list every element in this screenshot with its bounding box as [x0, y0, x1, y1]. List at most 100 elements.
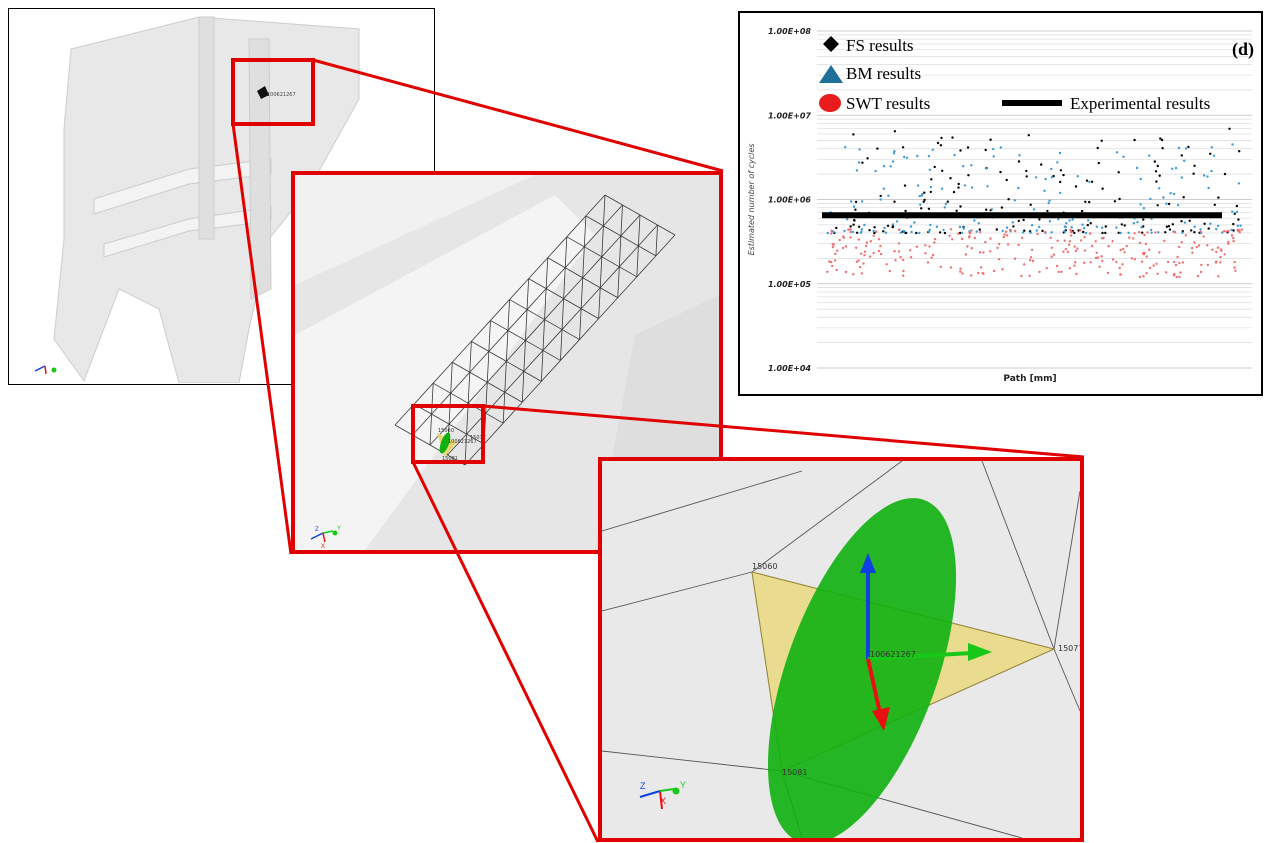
scatter-point-fs [923, 191, 926, 194]
mesh-edge [471, 341, 490, 352]
scatter-point-bm [1158, 187, 1161, 190]
scatter-point-bm [1095, 225, 1099, 228]
scatter-point-bm [1193, 225, 1196, 228]
mesh-edge [523, 371, 542, 382]
scatter-point-swt [997, 258, 1001, 261]
scatter-point-swt [1001, 268, 1004, 271]
scatter-point-swt [834, 252, 837, 256]
critical-plane [767, 498, 957, 838]
scatter-point-fs [1168, 228, 1172, 231]
scatter-point-bm [1122, 155, 1125, 158]
y-axis-label: Estimated number of cycles [747, 144, 756, 256]
scatter-point-swt [1044, 230, 1047, 234]
scatter-point-bm [944, 202, 948, 206]
scatter-point-fs [904, 209, 907, 213]
scatter-point-bm [1035, 229, 1038, 232]
scatter-point-fs [938, 231, 942, 234]
mesh-edge [504, 391, 523, 403]
scatter-point-swt [1002, 236, 1005, 239]
scatter-point-bm [891, 223, 895, 226]
scatter-point-swt [978, 251, 982, 254]
scatter-point-swt [1158, 251, 1161, 254]
scatter-point-swt [877, 249, 881, 253]
scatter-point-swt [863, 254, 866, 257]
element-view: 15060 100621267 15077 15081 Z X Y [602, 461, 1080, 838]
scatter-point-fs [1171, 223, 1174, 226]
scatter-point-swt [1004, 230, 1008, 233]
y-tick-label: 1.00E+08 [768, 27, 811, 36]
mesh-edge [526, 309, 545, 320]
scatter-point-bm [1038, 225, 1041, 229]
scatter-point-fs [1167, 202, 1171, 206]
mesh-edge [469, 351, 490, 373]
mesh-edge [431, 413, 450, 425]
zoom1-node-label-3: 15077 [470, 435, 486, 441]
scatter-point-bm [1059, 191, 1062, 195]
scatter-point-swt [909, 249, 912, 252]
scatter-point-fs [1038, 218, 1041, 221]
scatter-point-bm [1165, 202, 1168, 205]
scatter-point-fs [849, 225, 852, 228]
svg-text:Y: Y [680, 780, 686, 790]
scatter-point-fs [852, 133, 855, 136]
chart-legend: FS results BM results SWT results Experi… [819, 36, 1210, 113]
scatter-point-bm [1183, 221, 1187, 224]
scatter-point-swt [1206, 244, 1209, 247]
scatter-point-bm [1063, 225, 1067, 228]
scatter-point-swt [949, 266, 953, 269]
mesh-edge [412, 413, 432, 436]
mesh-edge [448, 423, 467, 435]
scatter-point-bm [1142, 207, 1146, 210]
mesh-edge [451, 341, 472, 363]
scatter-point-fs [957, 186, 960, 189]
scatter-point-bm [928, 228, 931, 231]
scatter-point-bm [973, 219, 976, 222]
mesh-edge [525, 340, 544, 351]
scatter-point-bm [1210, 169, 1213, 173]
scatter-point-swt [964, 253, 968, 256]
scatter-point-fs [1217, 196, 1220, 199]
scatter-point-swt [1100, 237, 1104, 240]
mesh-edge [601, 235, 622, 258]
scatter-point-swt [901, 258, 905, 262]
mesh-edge [618, 235, 622, 267]
scatter-point-swt [1119, 248, 1122, 252]
mesh-edge [506, 361, 525, 372]
zoom1-node-label-1: 15060 [438, 428, 454, 434]
mesh-edge [564, 246, 585, 268]
scatter-point-swt [1225, 230, 1228, 233]
scatter-point-fs [941, 169, 944, 172]
svg-text:Z: Z [640, 781, 646, 791]
scatter-point-swt [998, 242, 1001, 246]
scatter-point-bm [927, 230, 931, 233]
scatter-point-bm [1177, 146, 1181, 150]
scatter-point-fs [1207, 227, 1210, 230]
scatter-point-fs [995, 228, 998, 231]
scatter-point-fs [1017, 160, 1021, 163]
scatter-point-fs [1118, 197, 1121, 201]
component-rib [198, 16, 215, 240]
scatter-point-swt [1028, 274, 1031, 277]
scatter-point-swt [915, 245, 919, 248]
mesh-edge [464, 434, 467, 466]
scatter-point-fs [1235, 204, 1239, 208]
scatter-point-bm [1216, 224, 1220, 228]
scatter-point-swt [1142, 275, 1145, 278]
scatter-point-swt [939, 265, 942, 268]
scatter-point-fs [966, 146, 970, 149]
scatter-point-fs [835, 226, 838, 230]
mesh-edge [545, 267, 566, 289]
scatter-point-fs [1238, 150, 1241, 153]
scatter-point-swt [968, 235, 971, 238]
mesh-edge [488, 320, 491, 352]
scatter-point-bm [1087, 219, 1090, 222]
scatter-point-fs [1096, 146, 1099, 150]
scatter-point-swt [858, 265, 862, 269]
scatter-point-swt [989, 250, 992, 253]
scatter-point-bm [1210, 146, 1213, 149]
mesh-edge [450, 362, 453, 394]
scatter-point-swt [1175, 275, 1178, 279]
scatter-point-swt [1146, 231, 1149, 234]
mesh-edge [507, 309, 528, 331]
scatter-point-fs [1023, 229, 1026, 232]
